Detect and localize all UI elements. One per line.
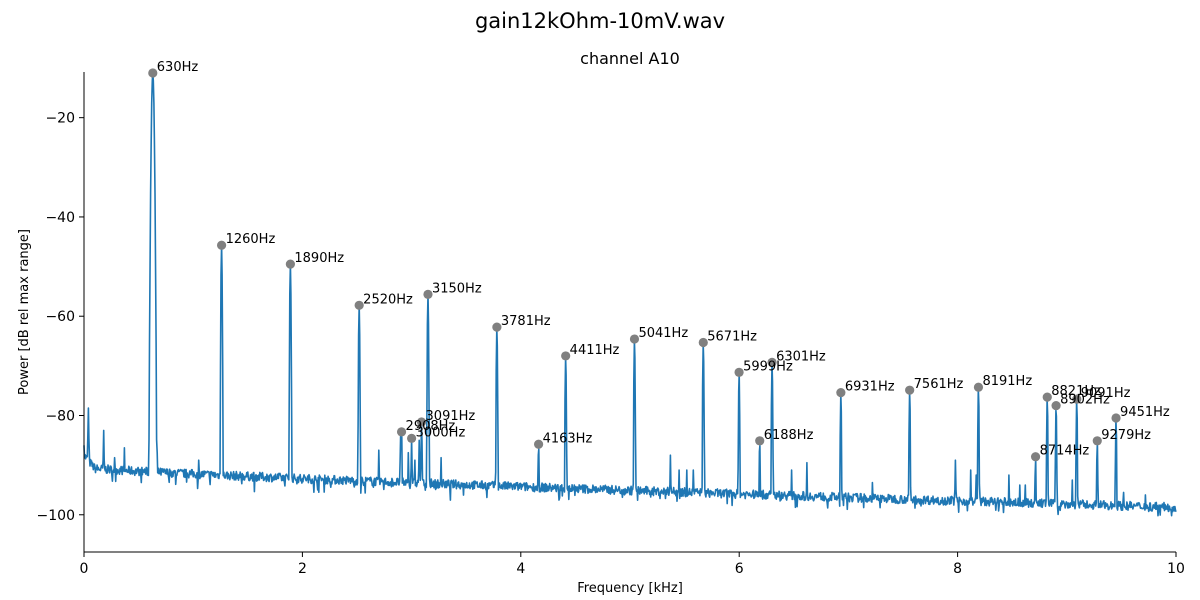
peak-label: 4163Hz	[543, 431, 593, 446]
peak-marker	[1111, 413, 1121, 423]
peak-markers	[148, 68, 1121, 462]
y-tick-label: −20	[45, 111, 75, 127]
peak-marker	[407, 433, 417, 443]
peak-marker	[216, 240, 227, 250]
peak-marker	[698, 337, 708, 348]
peak-label: 8714Hz	[1040, 444, 1090, 459]
x-tick-label: 6	[735, 561, 744, 577]
peak-label: 5999Hz	[743, 359, 793, 374]
peak-label: 1890Hz	[294, 251, 344, 266]
peak-label: 9451Hz	[1120, 405, 1170, 420]
peak-label: 5041Hz	[638, 326, 688, 341]
peak-marker	[973, 382, 984, 392]
peak-label: 630Hz	[157, 60, 199, 75]
figure-title: gain12kOhm-10mV.wav	[475, 9, 725, 33]
x-tick-label: 10	[1167, 561, 1185, 577]
peak-label: 2520Hz	[363, 292, 413, 307]
peak-marker	[836, 388, 846, 398]
peak-marker	[416, 417, 427, 427]
y-tick-label: −40	[45, 210, 75, 226]
peak-marker	[1042, 392, 1052, 402]
y-tick-label: −100	[37, 508, 75, 524]
peak-marker	[533, 439, 544, 449]
x-axis-label: Frequency [kHz]	[577, 581, 683, 596]
peak-label: 3781Hz	[501, 314, 551, 329]
x-tick-label: 2	[298, 561, 307, 577]
peak-label: 9279Hz	[1101, 428, 1151, 443]
x-ticks: 0 2 4 6 8 10	[80, 552, 1185, 577]
peak-marker	[767, 357, 777, 367]
peak-marker	[1072, 394, 1082, 404]
peak-marker	[755, 436, 765, 446]
peak-label: 6188Hz	[764, 428, 814, 443]
peak-labels: 630Hz 1260Hz 1890Hz 2520Hz 2908Hz3000Hz3091H…	[157, 60, 1170, 459]
peak-marker	[734, 367, 744, 377]
y-tick-label: −80	[45, 408, 75, 424]
y-axis-label: Power [dB rel max range]	[17, 229, 32, 395]
peak-label: 9091Hz	[1081, 386, 1131, 401]
peak-label: 7561Hz	[914, 377, 964, 392]
peak-marker	[629, 334, 640, 344]
peak-marker	[148, 68, 158, 78]
chart-title: channel A10	[580, 49, 680, 68]
peak-marker	[396, 427, 407, 437]
peak-marker	[423, 289, 433, 299]
peak-label: 3150Hz	[432, 281, 482, 296]
x-tick-label: 8	[953, 561, 962, 577]
peak-marker	[561, 351, 571, 361]
peak-label: 5671Hz	[707, 330, 757, 345]
y-ticks: −100 −80 −60 −40 −20	[37, 111, 84, 524]
x-tick-label: 4	[516, 561, 525, 577]
peak-marker	[905, 385, 915, 395]
peak-marker	[1092, 436, 1102, 446]
peak-label: 3091Hz	[426, 409, 476, 424]
peak-label: 1260Hz	[226, 232, 276, 247]
peak-marker	[492, 322, 502, 332]
peak-marker	[285, 259, 295, 269]
peak-label: 2908Hz	[406, 419, 456, 434]
peak-label: 6301Hz	[776, 349, 826, 364]
peak-label: 3000Hz	[416, 425, 466, 440]
peak-marker	[1051, 400, 1061, 411]
peak-label: 6931Hz	[845, 380, 895, 395]
peak-label: 8821Hz	[1051, 384, 1101, 399]
peak-label: 8191Hz	[982, 374, 1032, 389]
y-tick-label: −60	[45, 309, 75, 325]
peak-marker	[1030, 452, 1041, 462]
peak-label: 4411Hz	[570, 343, 620, 358]
x-tick-label: 0	[80, 561, 89, 577]
spectrum-line	[83, 72, 1177, 517]
peak-marker	[354, 300, 364, 310]
plot-area: 630Hz 1260Hz 1890Hz 2520Hz 2908Hz3000Hz3091H…	[83, 60, 1177, 517]
peak-label: 8902Hz	[1060, 393, 1110, 408]
